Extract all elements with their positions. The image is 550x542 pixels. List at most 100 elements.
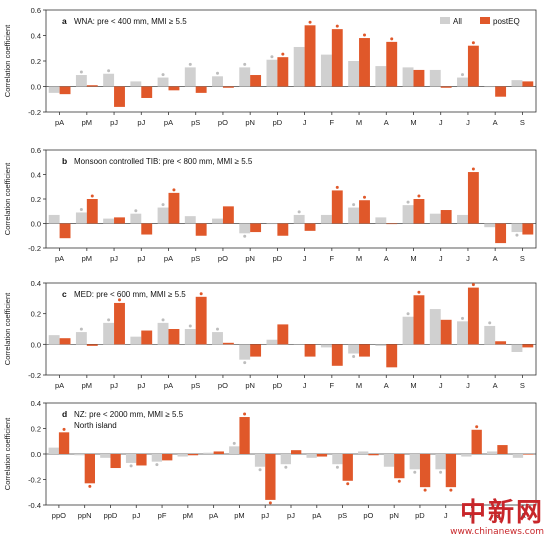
bar-posteq xyxy=(195,223,207,236)
bar-all xyxy=(348,344,360,354)
significance-marker-posteq xyxy=(335,24,339,28)
x-tick-label: pJ xyxy=(110,118,118,127)
bar-all xyxy=(254,454,266,467)
x-tick-label: J xyxy=(303,254,307,263)
bar-all xyxy=(348,61,360,87)
bar-all xyxy=(332,454,343,465)
x-tick-label: pJ xyxy=(261,511,269,520)
bar-all xyxy=(212,76,223,87)
y-tick-label: 0.2 xyxy=(31,57,41,66)
bar-all xyxy=(348,207,360,224)
x-tick-label: ppN xyxy=(78,511,92,520)
significance-marker-posteq xyxy=(449,488,453,492)
bar-posteq xyxy=(359,200,370,224)
significance-marker-posteq xyxy=(199,292,203,296)
bar-posteq xyxy=(58,432,70,454)
bar-all xyxy=(484,86,496,88)
x-tick-label: pA xyxy=(55,381,64,390)
bar-posteq xyxy=(331,190,343,224)
y-tick-label: 0.0 xyxy=(31,83,41,92)
x-tick-label: S xyxy=(520,254,525,263)
x-tick-label: M xyxy=(410,118,416,127)
x-tick-label: pO xyxy=(363,511,373,520)
significance-marker-posteq xyxy=(417,194,421,198)
significance-marker-all xyxy=(216,327,219,331)
bar-posteq xyxy=(359,38,370,87)
x-tick-label: A xyxy=(493,254,498,263)
legend-swatch-all xyxy=(440,17,450,24)
bar-all xyxy=(184,216,196,224)
bar-all xyxy=(484,325,496,345)
significance-marker-all xyxy=(243,62,247,66)
y-tick-label: 0.0 xyxy=(31,450,41,459)
x-tick-label: M xyxy=(356,118,362,127)
x-tick-label: A xyxy=(493,118,498,127)
y-tick-label: 0.2 xyxy=(31,425,41,434)
significance-marker-posteq xyxy=(363,195,366,199)
x-tick-label: pO xyxy=(218,381,228,390)
bar-all xyxy=(125,454,137,463)
x-tick-label: ppD xyxy=(104,511,118,520)
bar-all xyxy=(280,454,291,465)
bar-posteq xyxy=(522,81,534,87)
x-tick-label: ppO xyxy=(52,511,66,520)
bar-posteq xyxy=(495,341,507,345)
significance-marker-all xyxy=(352,203,356,207)
bar-posteq xyxy=(86,344,98,346)
bar-all xyxy=(435,454,446,470)
x-tick-label: J xyxy=(303,381,307,390)
x-tick-label: pS xyxy=(191,118,200,127)
bar-posteq xyxy=(440,86,452,88)
bar-all xyxy=(75,212,87,224)
bar-all xyxy=(429,213,441,224)
x-tick-label: F xyxy=(330,254,335,263)
panel-d: -0.4 -0.2 0.0 0.2 0.4 Correlation coefficient… xyxy=(3,399,537,520)
significance-marker-all xyxy=(258,468,262,472)
bar-all xyxy=(511,80,523,87)
significance-marker-all xyxy=(243,234,247,238)
bar-all xyxy=(293,344,305,345)
bar-posteq xyxy=(250,223,262,233)
bar-all xyxy=(457,77,468,87)
significance-marker-all xyxy=(406,312,410,316)
significance-marker-posteq xyxy=(88,484,92,488)
significance-marker-all xyxy=(79,70,83,74)
bar-posteq xyxy=(386,223,398,225)
x-tick-label: pS xyxy=(338,511,347,520)
bar-posteq xyxy=(213,451,224,454)
significance-marker-all xyxy=(134,209,138,213)
x-tick-label: J xyxy=(439,381,443,390)
significance-marker-all xyxy=(284,465,288,469)
significance-marker-all xyxy=(107,69,111,73)
bar-posteq xyxy=(114,86,125,107)
significance-marker-all xyxy=(107,318,111,322)
x-tick-label: pD xyxy=(273,118,283,127)
bar-all xyxy=(130,213,142,224)
y-tick-label: -0.2 xyxy=(28,108,41,117)
bar-all xyxy=(212,332,223,345)
bar-posteq xyxy=(187,454,199,456)
bar-posteq xyxy=(419,454,431,488)
significance-marker-posteq xyxy=(390,37,394,41)
bar-posteq xyxy=(522,344,534,348)
bar-posteq xyxy=(523,454,534,455)
bar-all xyxy=(511,223,523,233)
bar-posteq xyxy=(86,199,98,224)
panel-letter: c xyxy=(62,289,67,299)
bar-posteq xyxy=(331,29,343,87)
legend: All postEQ xyxy=(440,17,520,26)
y-tick-label: -0.2 xyxy=(28,371,41,380)
bar-posteq xyxy=(467,287,479,345)
panel-title: Monsoon controlled TIB: pre < 800 mm, MM… xyxy=(74,157,253,166)
x-tick-label: A xyxy=(493,381,498,390)
bar-posteq xyxy=(304,344,316,357)
bar-all xyxy=(203,452,214,454)
x-tick-label: J xyxy=(444,511,448,520)
x-tick-label: pM xyxy=(234,511,244,520)
y-tick-label: 0.6 xyxy=(31,6,41,15)
bar-all xyxy=(184,67,196,87)
significance-marker-all xyxy=(297,210,301,214)
significance-marker-all xyxy=(161,73,165,77)
x-tick-label: S xyxy=(520,381,525,390)
bar-all xyxy=(358,451,369,454)
